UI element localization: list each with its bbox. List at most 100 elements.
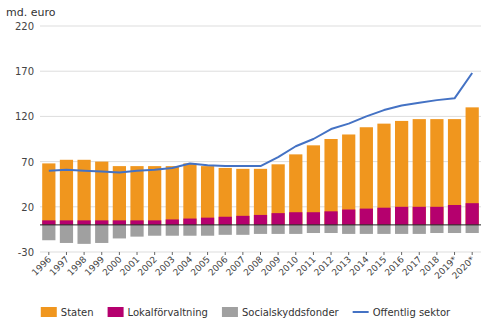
bar xyxy=(395,121,408,225)
x-tick xyxy=(66,252,67,255)
bar xyxy=(254,225,267,234)
legend-swatch xyxy=(41,307,57,317)
bar xyxy=(183,225,196,236)
bar xyxy=(466,107,479,225)
bar xyxy=(130,225,143,237)
bar xyxy=(272,225,285,234)
bar xyxy=(148,220,161,225)
y-tick-label: 220 xyxy=(15,21,34,32)
bar xyxy=(448,205,461,225)
legend-item: Staten xyxy=(41,307,94,318)
bar xyxy=(413,225,426,234)
zero-line xyxy=(40,224,481,225)
bar xyxy=(360,209,373,225)
x-tick xyxy=(401,252,402,255)
bar xyxy=(324,211,337,225)
bar xyxy=(466,203,479,225)
bar xyxy=(236,225,249,235)
bar xyxy=(60,225,73,243)
x-tick xyxy=(278,252,279,255)
x-tick-label: 2003 xyxy=(153,254,176,277)
bar xyxy=(236,169,249,225)
y-tick-label: 70 xyxy=(21,157,34,168)
bar xyxy=(307,212,320,225)
x-tick xyxy=(84,252,85,255)
legend-swatch xyxy=(222,307,238,317)
bar-series xyxy=(42,203,479,225)
line xyxy=(49,73,472,172)
x-tick-label: 1997 xyxy=(48,254,71,277)
bar xyxy=(377,124,390,225)
x-tick xyxy=(101,252,102,255)
bar xyxy=(272,164,285,225)
bar xyxy=(430,207,443,225)
bar xyxy=(413,207,426,225)
x-tick-label: 2002 xyxy=(136,254,159,277)
bar xyxy=(360,225,373,234)
x-tick xyxy=(366,252,367,255)
bar xyxy=(289,154,302,225)
bar xyxy=(395,207,408,225)
legend-label: Staten xyxy=(61,307,94,318)
chart: md. euro-3020701201702201996199719981999… xyxy=(0,0,491,331)
x-tick xyxy=(419,252,420,255)
grid-line xyxy=(40,26,481,27)
legend-swatch xyxy=(353,311,369,313)
x-tick xyxy=(225,252,226,255)
x-tick xyxy=(154,252,155,255)
x-tick-label: 2012 xyxy=(312,254,335,277)
bar xyxy=(148,166,161,225)
legend: StatenLokalförvaltningSocialskyddsfonder… xyxy=(41,307,451,318)
bar xyxy=(307,145,320,225)
x-tick xyxy=(472,252,473,255)
bar xyxy=(448,119,461,225)
bar xyxy=(219,225,232,235)
bar xyxy=(289,225,302,234)
x-tick xyxy=(137,252,138,255)
y-tick-label: -30 xyxy=(18,247,34,258)
bar xyxy=(201,218,214,225)
legend-item: Socialskyddsfonder xyxy=(222,307,340,318)
bar-series xyxy=(42,225,479,244)
bar xyxy=(342,134,355,224)
bar xyxy=(148,225,161,236)
bar xyxy=(254,215,267,225)
bar xyxy=(448,225,461,233)
x-tick xyxy=(331,252,332,255)
y-tick-label: 120 xyxy=(15,111,34,122)
x-tick xyxy=(207,252,208,255)
x-tick xyxy=(383,252,384,255)
bar xyxy=(254,169,267,225)
bar xyxy=(42,220,55,225)
legend-label: Socialskyddsfonder xyxy=(242,307,340,318)
bar xyxy=(377,225,390,234)
bar xyxy=(183,163,196,224)
bar xyxy=(342,210,355,225)
x-tick xyxy=(348,252,349,255)
x-tick-label: 2001 xyxy=(118,254,141,277)
bar xyxy=(324,139,337,225)
bar xyxy=(166,225,179,236)
x-tick xyxy=(295,252,296,255)
bar xyxy=(236,216,249,225)
x-tick xyxy=(48,252,49,255)
x-tick-label: 2020* xyxy=(450,254,477,281)
x-tick xyxy=(436,252,437,255)
bar xyxy=(42,163,55,224)
bar xyxy=(289,212,302,225)
x-tick-label: 2005 xyxy=(189,254,212,277)
grid-line xyxy=(40,116,481,117)
bar xyxy=(466,225,479,233)
bar xyxy=(130,166,143,225)
bar xyxy=(307,225,320,233)
x-tick xyxy=(242,252,243,255)
x-tick xyxy=(119,252,120,255)
x-tick xyxy=(454,252,455,255)
x-tick xyxy=(260,252,261,255)
bar xyxy=(201,225,214,236)
bar xyxy=(166,219,179,224)
bar xyxy=(166,166,179,225)
bar xyxy=(430,119,443,225)
bar xyxy=(324,225,337,233)
grid-line xyxy=(40,71,481,72)
